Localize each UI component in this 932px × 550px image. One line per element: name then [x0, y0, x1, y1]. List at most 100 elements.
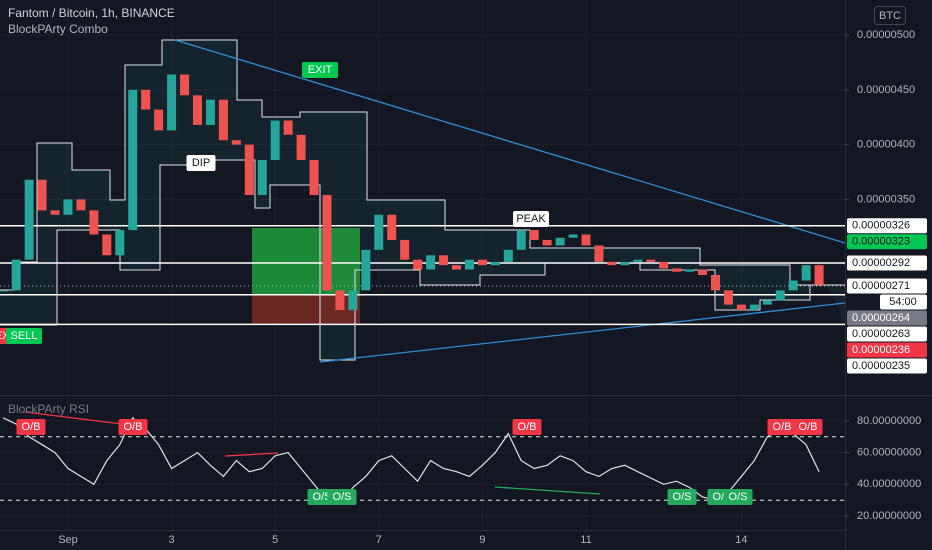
x-tick-label: 14 — [735, 534, 747, 546]
rsi-pane: O/B O/B O/B O/B O/BO/S O/S O/S O/SO/S — [0, 411, 845, 505]
currency-label[interactable]: BTC — [879, 10, 901, 22]
rsi-title: BlockPArty RSI — [8, 402, 89, 416]
signal-tag — [512, 419, 542, 435]
signal-label: O/S — [673, 491, 692, 503]
candle — [50, 210, 60, 215]
price-tag — [847, 326, 927, 342]
chart-title: Fantom / Bitcoin, 1h, BINANCE — [8, 6, 175, 20]
divergence-line — [224, 452, 279, 457]
price-tag — [847, 218, 927, 234]
y-tick-label: 20.00000000 — [857, 510, 921, 522]
candle — [581, 234, 591, 246]
candle — [594, 245, 604, 262]
candle — [283, 120, 293, 135]
candle — [439, 255, 449, 266]
signal-tag — [118, 419, 148, 435]
signal-tag — [667, 489, 697, 505]
price-tag — [847, 255, 927, 271]
candle — [620, 261, 630, 266]
candle — [698, 269, 708, 276]
price-tag-label: 0.00000264 — [852, 312, 910, 324]
price-marks: EXITDIPPEAKEXITSELL — [0, 62, 845, 344]
signal-tag — [723, 489, 753, 505]
x-tick-label: 7 — [376, 534, 382, 546]
trend-line — [174, 39, 845, 244]
candle — [244, 144, 254, 196]
candle — [464, 259, 474, 270]
candle — [723, 290, 733, 305]
candle — [63, 199, 73, 215]
candle — [477, 259, 487, 266]
candle — [322, 195, 332, 291]
price-tag — [847, 358, 927, 374]
candle — [270, 120, 280, 160]
axes: Sep 3 5 7 9 11 14 0.00000500 0.00000450 0.0000040… — [58, 29, 927, 546]
candle — [659, 261, 669, 269]
price-tag-label: 0.00000271 — [852, 280, 910, 292]
candle — [335, 290, 345, 311]
candle — [542, 239, 552, 246]
candle — [218, 99, 228, 141]
candle — [451, 265, 461, 270]
candle — [814, 265, 824, 285]
lower-band — [0, 159, 828, 361]
candle — [141, 89, 151, 110]
candle — [801, 265, 811, 281]
candle — [387, 214, 397, 240]
signal-label: O/B — [518, 421, 537, 433]
signal-tag — [767, 419, 797, 435]
candle — [775, 290, 785, 301]
y-tick-label: 40.00000000 — [857, 478, 921, 490]
price-tag-label: 0.00000326 — [852, 220, 910, 232]
price-tag — [847, 342, 927, 358]
signal-tag — [513, 211, 549, 227]
candle — [710, 275, 720, 291]
divergence-line — [24, 411, 131, 426]
candle — [568, 234, 578, 238]
candle — [685, 269, 695, 272]
signal-label: DIP — [192, 157, 210, 169]
signal-tag — [186, 155, 216, 171]
candle — [672, 268, 682, 272]
price-tag-label: 0.00000263 — [852, 328, 910, 340]
divergence-line — [494, 486, 601, 495]
signal-label: O/B — [124, 421, 143, 433]
candle — [374, 214, 384, 250]
candle — [231, 140, 241, 145]
candle — [426, 255, 436, 270]
x-tick-label: 3 — [169, 534, 175, 546]
candle — [180, 74, 190, 96]
signal-label: O/S — [333, 491, 352, 503]
signal-tag — [793, 419, 823, 435]
candle — [490, 261, 500, 266]
signal-tag — [6, 328, 42, 344]
candle — [296, 134, 306, 160]
candle — [788, 280, 798, 291]
indicator-title: BlockPArty Combo — [8, 22, 108, 36]
y-tick-label: 0.00000350 — [857, 193, 915, 205]
candle — [167, 74, 177, 131]
signal-label: O/S — [729, 491, 748, 503]
candle — [607, 261, 617, 266]
candle — [529, 230, 539, 240]
candle — [762, 300, 772, 305]
y-tick-label: 0.00000500 — [857, 29, 915, 41]
countdown: 54:00 — [889, 296, 917, 308]
candle — [348, 290, 358, 311]
currency-box[interactable] — [874, 6, 906, 25]
candle — [361, 249, 371, 291]
signal-tag — [327, 489, 357, 505]
candle — [89, 210, 99, 235]
main-pane: EXITDIPPEAKEXITSELL — [0, 39, 845, 363]
candle — [646, 259, 656, 262]
price-tag-label: 0.00000323 — [852, 236, 910, 248]
candle — [0, 290, 8, 292]
countdown-box — [880, 294, 927, 310]
candle — [400, 239, 410, 260]
candle — [102, 234, 112, 256]
candle — [37, 179, 47, 211]
x-tick-label: 5 — [272, 534, 278, 546]
candle — [76, 199, 86, 211]
